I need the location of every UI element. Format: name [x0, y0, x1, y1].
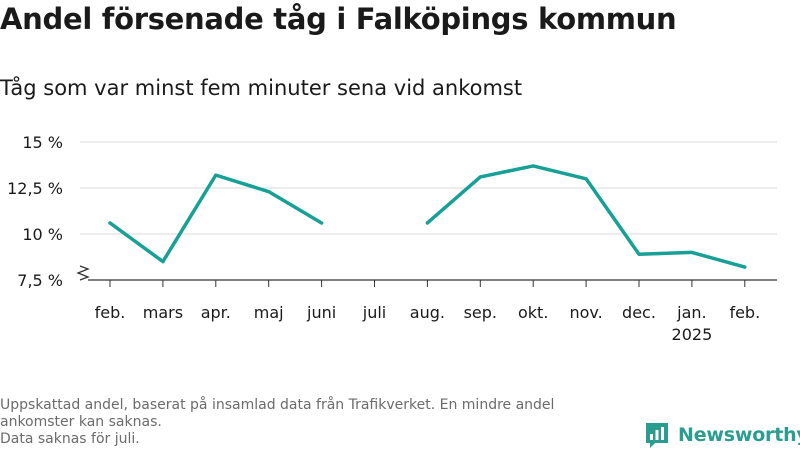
x-tick-label: juni: [306, 303, 336, 322]
x-tick-label: juli: [362, 303, 386, 322]
y-tick-label: 15 %: [22, 133, 63, 152]
series-layer: [108, 164, 747, 269]
y-tick-label: 10 %: [22, 225, 63, 244]
series-line: [425, 164, 747, 269]
y-axis: 7,5 % 10 % 12,5 % 15 %: [7, 133, 90, 290]
footnote-missing-data: Data saknas för juli.: [0, 431, 140, 447]
x-tick-label: sep.: [464, 303, 497, 322]
chart-subtitle: Tåg som var minst fem minuter sena vid a…: [0, 76, 523, 100]
x-tick-label: feb.: [729, 303, 760, 322]
line-chart: 7,5 % 10 % 12,5 % 15 % feb. mars apr. maj juni j…: [7, 133, 777, 344]
x-tick-label: maj: [254, 303, 284, 322]
x-tick-label: mars: [143, 303, 183, 322]
x-tick-label: okt.: [518, 303, 548, 322]
x-tick-label: jan.: [676, 303, 706, 322]
x-tick-label: apr.: [201, 303, 231, 322]
y-tick-label: 12,5 %: [7, 179, 63, 198]
x-tick-label: feb.: [95, 303, 126, 322]
x-year-label: 2025: [672, 325, 713, 344]
x-tick-label: dec.: [622, 303, 656, 322]
footnote-source: Uppskattad andel, baserat på insamlad da…: [0, 397, 555, 430]
y-tick-label: 7,5 %: [17, 271, 63, 290]
x-axis: feb. mars apr. maj juni juli aug. sep. okt. nov. d…: [88, 279, 777, 344]
series-line: [108, 173, 324, 264]
axis-break-icon: [76, 265, 90, 281]
x-tick-label: aug.: [410, 303, 445, 322]
newsworthy-logo-icon: [646, 423, 668, 448]
chart-title: Andel försenade tåg i Falköpings kommun: [0, 2, 677, 36]
brand-logo: Newsworthy: [644, 420, 800, 450]
footnote: Uppskattad andel, baserat på insamlad da…: [0, 397, 620, 448]
brand-name: Newsworthy: [678, 424, 800, 446]
x-tick-label: nov.: [569, 303, 602, 322]
gridlines: [80, 141, 777, 235]
